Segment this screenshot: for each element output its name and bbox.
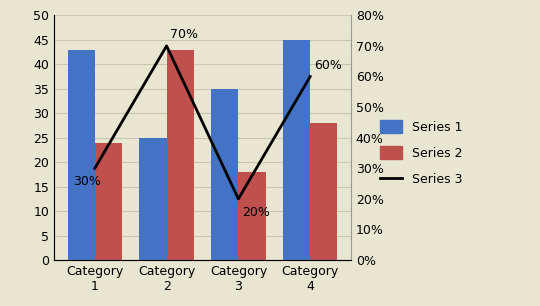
Bar <box>211 89 238 260</box>
Bar <box>283 40 310 260</box>
Text: 70%: 70% <box>170 28 198 41</box>
Bar <box>167 50 194 260</box>
Text: 20%: 20% <box>242 206 270 219</box>
Bar <box>238 172 266 260</box>
Text: 30%: 30% <box>73 175 101 188</box>
Bar <box>139 138 167 260</box>
Bar <box>68 50 95 260</box>
Bar <box>95 143 122 260</box>
Legend: Series 1, Series 2, Series 3: Series 1, Series 2, Series 3 <box>374 114 469 192</box>
Bar <box>310 123 338 260</box>
Text: 60%: 60% <box>314 59 342 72</box>
